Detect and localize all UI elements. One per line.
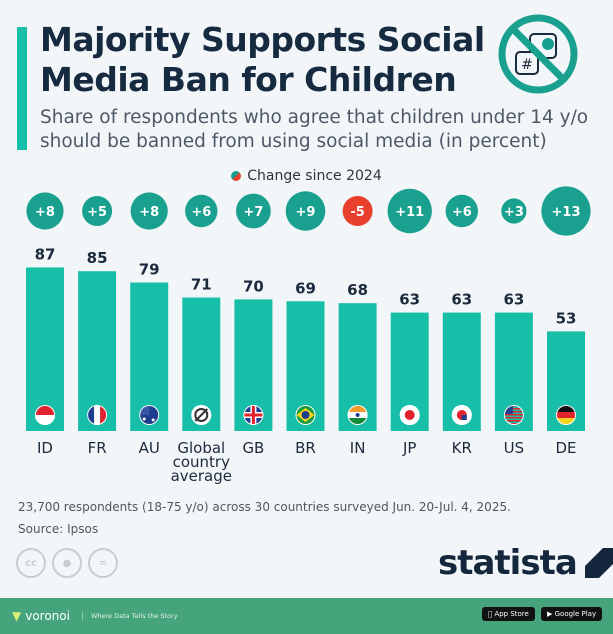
tagline: Where Data Tells the Story bbox=[81, 612, 178, 620]
change-label: +11 bbox=[395, 205, 424, 220]
no-derivatives-icon: = bbox=[88, 548, 118, 578]
change-label: +6 bbox=[452, 205, 472, 220]
flag-icon-in bbox=[347, 405, 368, 425]
value-label: 69 bbox=[295, 279, 316, 297]
change-bubble bbox=[236, 193, 271, 229]
value-label: 79 bbox=[139, 260, 160, 278]
value-label: 63 bbox=[503, 291, 524, 309]
change-label: +5 bbox=[87, 205, 107, 220]
app-store-button[interactable]:  App Store bbox=[482, 607, 535, 621]
change-bubble bbox=[26, 192, 64, 230]
change-bubble bbox=[82, 196, 113, 226]
category-label: JP bbox=[402, 439, 416, 457]
category-label: Global country average bbox=[171, 439, 232, 485]
value-label: 63 bbox=[451, 291, 472, 309]
change-bubble bbox=[445, 194, 478, 228]
category-label: FR bbox=[88, 439, 107, 457]
cc-icon: cc bbox=[16, 548, 46, 578]
source: Source: Ipsos bbox=[18, 522, 99, 536]
flag-icon-de bbox=[556, 405, 576, 425]
google-play-button[interactable]: ▶ Google Play bbox=[541, 607, 603, 621]
flag-icon-id bbox=[35, 405, 55, 425]
flag-icon-gb bbox=[243, 405, 264, 425]
page-title: Majority Supports Social Media Ban for C… bbox=[40, 20, 485, 99]
change-label: +8 bbox=[139, 205, 159, 220]
survey-note: 23,700 respondents (18-75 y/o) across 30… bbox=[18, 500, 511, 514]
change-bubble bbox=[285, 191, 326, 231]
flag-icon-jp bbox=[399, 405, 420, 425]
statista-wordmark: statista bbox=[438, 543, 578, 583]
svg-text:#: # bbox=[521, 57, 533, 73]
change-bubble bbox=[342, 196, 373, 226]
statista-logo-icon bbox=[584, 548, 613, 578]
flag-icon-au bbox=[139, 405, 160, 425]
change-label: +6 bbox=[191, 205, 211, 220]
bar-us bbox=[494, 312, 533, 431]
voronoi-logo[interactable]: ▼ voronoi bbox=[12, 609, 70, 623]
change-bubble bbox=[501, 198, 527, 224]
change-label: +9 bbox=[296, 205, 316, 220]
category-label: IN bbox=[350, 439, 366, 457]
change-bubble bbox=[541, 186, 591, 236]
value-label: 71 bbox=[191, 276, 212, 294]
license-icons: cc ● = bbox=[16, 548, 118, 578]
category-label: ID bbox=[37, 439, 53, 457]
footnote: 23,700 respondents (18-75 y/o) across 30… bbox=[18, 496, 511, 540]
bar-fr bbox=[78, 271, 117, 431]
flag-icon-global bbox=[191, 405, 212, 425]
change-label: +3 bbox=[504, 205, 524, 220]
change-label: -5 bbox=[350, 205, 364, 220]
category-label: BR bbox=[295, 439, 316, 457]
statista-logo: statista bbox=[438, 543, 613, 583]
accent-bar bbox=[17, 27, 27, 150]
attribution-icon: ● bbox=[52, 548, 82, 578]
change-bubble bbox=[185, 194, 218, 228]
no-social-media-icon: # bbox=[498, 14, 578, 94]
value-label: 68 bbox=[347, 281, 368, 299]
value-label: 85 bbox=[87, 249, 108, 267]
subtitle: Share of respondents who agree that chil… bbox=[40, 107, 589, 152]
voronoi-footer: ▼voronoi Where Data Tells the Story  Ap… bbox=[0, 598, 613, 634]
change-label: +13 bbox=[552, 205, 581, 220]
flag-icon-kr bbox=[451, 405, 472, 425]
legend: Change since 2024 bbox=[0, 168, 613, 184]
category-label: GB bbox=[242, 439, 264, 457]
value-label: 53 bbox=[556, 309, 577, 327]
flag-icon-us bbox=[503, 405, 524, 425]
voronoi-icon: ▼ bbox=[12, 609, 22, 623]
category-label: DE bbox=[555, 439, 576, 457]
value-label: 87 bbox=[35, 245, 56, 263]
category-label: AU bbox=[139, 439, 160, 457]
change-label: +8 bbox=[35, 205, 55, 220]
category-label: KR bbox=[452, 439, 472, 457]
flag-icon-fr bbox=[87, 405, 108, 425]
change-bubble bbox=[130, 192, 168, 230]
change-bubble bbox=[387, 188, 432, 234]
value-label: 63 bbox=[399, 291, 420, 309]
bar-chart: 87 +8 ID 85 +5 FR 79 +8 AU 71 +6 Global country avera… bbox=[26, 186, 591, 485]
category-label: US bbox=[504, 439, 525, 457]
bar-id bbox=[26, 267, 64, 431]
flag-icon-br bbox=[295, 405, 316, 425]
legend-label: Change since 2024 bbox=[247, 168, 382, 184]
change-label: +7 bbox=[243, 205, 263, 220]
value-label: 70 bbox=[243, 277, 264, 295]
legend-marker-icon bbox=[231, 171, 242, 181]
